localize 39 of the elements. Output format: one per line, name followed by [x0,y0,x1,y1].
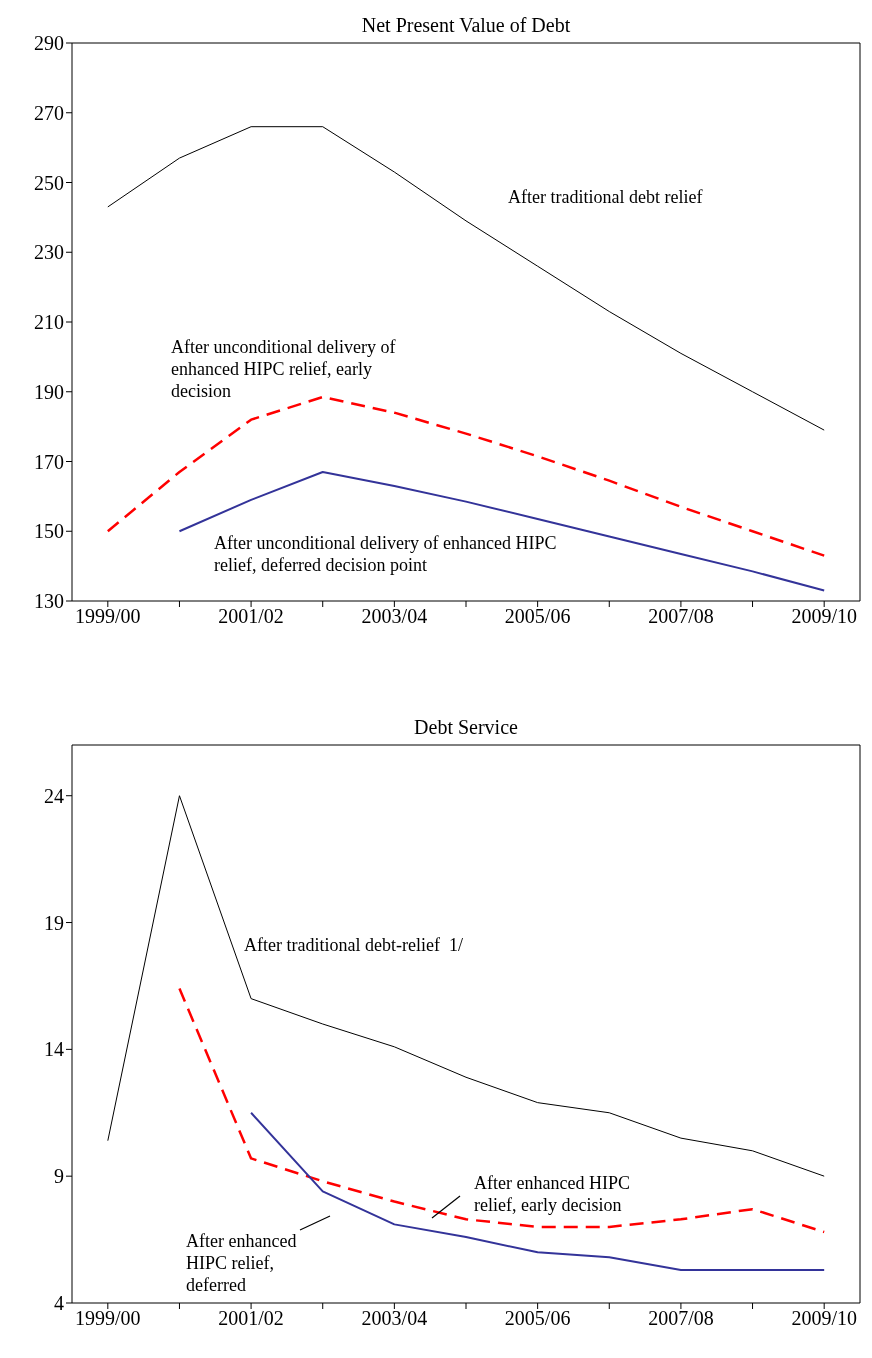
x-tick-label: 2001/02 [218,605,284,628]
x-tick-label: 2007/08 [648,605,714,628]
series-label: After traditional debt-relief 1/ [244,934,464,956]
y-tick-label: 170 [34,450,64,473]
x-tick-label: 2009/10 [791,1307,857,1330]
x-tick-label: 2003/04 [361,1307,428,1330]
series-label: After unconditional delivery of enhanced HIPC relief, early decision [171,336,397,402]
y-tick-label: 230 [34,241,64,264]
line-series [178,470,826,592]
series-label: After enhanced HIPC relief, early decision [474,1172,631,1216]
x-tick-label: 2001/02 [218,1307,284,1330]
line-series [106,395,826,557]
line-series [178,987,826,1234]
y-tick-label: 14 [44,1038,64,1061]
line-series [107,126,825,431]
y-tick-label: 19 [44,911,64,934]
x-tick-label: 2005/06 [504,1307,571,1330]
x-tick-label: 2007/08 [648,1307,714,1330]
x-tick-label: 2005/06 [504,605,571,628]
x-tick-label: 2009/10 [791,605,857,628]
x-tick-label: 1999/00 [75,1307,141,1330]
chart-title: Net Present Value of Debt [360,14,572,37]
y-tick-label: 24 [44,784,64,807]
y-tick-label: 130 [34,590,64,613]
y-tick-label: 250 [34,171,64,194]
series-label: After unconditional delivery of enhanced HIPC relief, deferred decision point [214,532,558,576]
x-tick-label: 2003/04 [361,605,428,628]
y-tick-label: 210 [34,311,64,334]
series-label: After traditional debt relief [508,186,704,208]
y-tick-label: 150 [34,520,64,543]
text: After enhanced HIPC relief, deferred [186,1230,298,1296]
line-series [107,795,825,1177]
y-tick-label: 190 [34,380,64,403]
y-tick-label: 270 [34,101,64,124]
x-tick-label: 1999/00 [75,605,141,628]
y-tick-label: 9 [54,1165,64,1188]
y-tick-label: 290 [34,32,64,55]
y-tick-label: 4 [54,1292,64,1315]
chart-title: Debt Service [413,716,519,739]
